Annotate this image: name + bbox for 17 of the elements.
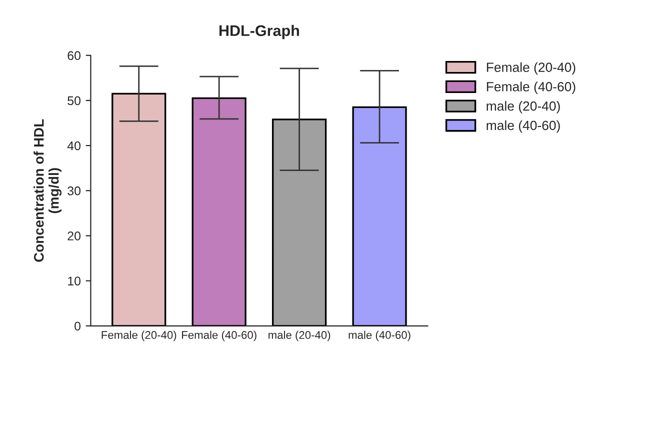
legend-label: Female (40-60) bbox=[486, 82, 576, 94]
chart-title: HDL-Graph bbox=[219, 24, 299, 40]
x-tick-label: male (40-60) bbox=[348, 330, 410, 342]
legend-label: Female (20-40) bbox=[486, 62, 576, 75]
y-axis-title: Concentration of HDL (mg/dl) bbox=[34, 119, 62, 262]
x-tick-label: male (20-40) bbox=[268, 330, 330, 342]
y-tick-label: 40 bbox=[67, 141, 81, 150]
y-tick-label: 30 bbox=[68, 186, 81, 196]
x-tick-label: Female (40-60) bbox=[182, 330, 256, 342]
y-tick-label: 10 bbox=[68, 276, 81, 286]
x-tick-label: Female (20-40) bbox=[102, 330, 176, 342]
legend-label: male (40-60) bbox=[486, 120, 560, 133]
legend-label: male (20-40) bbox=[486, 101, 560, 114]
y-tick-label: 20 bbox=[68, 232, 81, 240]
y-tick-label: 0 bbox=[74, 322, 81, 331]
y-tick-label: 60 bbox=[68, 51, 81, 60]
y-tick-label: 50 bbox=[68, 96, 81, 106]
